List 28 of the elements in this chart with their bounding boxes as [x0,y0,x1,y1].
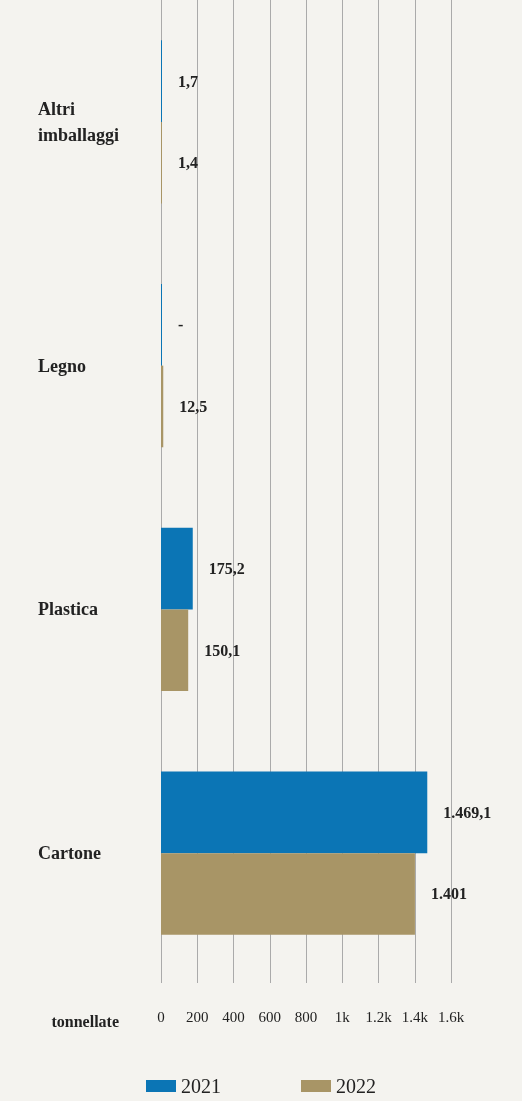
legend-label: 2021 [181,1075,221,1097]
data-label: 1,4 [178,154,198,172]
x-tick-label: 800 [294,1008,318,1025]
data-label: 1.469,1 [443,803,492,821]
x-tick-label: 600 [258,1008,281,1025]
x-tick-label: 400 [222,1008,245,1025]
data-label: 150,1 [204,641,241,659]
x-tick-label: 1.6k [437,1008,465,1025]
bar [161,853,415,935]
legend-label: 2022 [336,1075,376,1097]
data-label: 12,5 [179,397,208,415]
y-tick-label: Altri imballaggi [38,98,120,145]
data-label: - [178,316,184,334]
data-label: 175,2 [208,560,245,578]
x-axis-title: tonnellate [51,1012,119,1030]
data-label: 1,7 [178,72,198,90]
x-tick-label: 1.2k [365,1008,393,1025]
x-tick-label: 200 [186,1008,209,1025]
bar [161,527,193,610]
bar [161,771,428,854]
x-tick-label: 0 [157,1008,165,1025]
y-tick-label: Legno [38,355,87,376]
y-tick-label: Plastica [38,599,98,620]
y-tick-label: Cartone [38,843,101,864]
bar [161,609,189,692]
x-tick-label: 1k [334,1008,351,1025]
x-tick-label: 1.4k [401,1008,429,1025]
data-label: 1.401 [430,885,467,903]
